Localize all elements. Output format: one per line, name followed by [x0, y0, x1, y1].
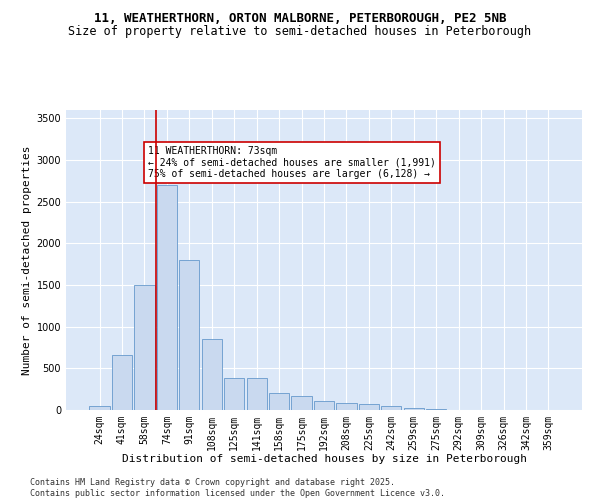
Bar [314, 401, 334, 410]
Text: Size of property relative to semi-detached houses in Peterborough: Size of property relative to semi-detach… [68, 25, 532, 38]
Bar [269, 394, 289, 410]
Text: 11, WEATHERTHORN, ORTON MALBORNE, PETERBOROUGH, PE2 5NB: 11, WEATHERTHORN, ORTON MALBORNE, PETERB… [94, 12, 506, 26]
Bar [224, 378, 244, 410]
Bar [292, 396, 311, 410]
Bar [89, 406, 110, 410]
Bar [337, 404, 356, 410]
Text: Contains HM Land Registry data © Crown copyright and database right 2025.
Contai: Contains HM Land Registry data © Crown c… [30, 478, 445, 498]
Bar [179, 260, 199, 410]
Bar [157, 185, 177, 410]
Bar [202, 339, 222, 410]
Bar [247, 378, 267, 410]
Bar [381, 406, 401, 410]
Bar [359, 404, 379, 410]
X-axis label: Distribution of semi-detached houses by size in Peterborough: Distribution of semi-detached houses by … [121, 454, 527, 464]
Bar [426, 409, 446, 410]
Text: 11 WEATHERTHORN: 73sqm
← 24% of semi-detached houses are smaller (1,991)
75% of : 11 WEATHERTHORN: 73sqm ← 24% of semi-det… [148, 146, 436, 179]
Y-axis label: Number of semi-detached properties: Number of semi-detached properties [22, 145, 32, 375]
Bar [404, 408, 424, 410]
Bar [112, 355, 132, 410]
Bar [134, 285, 155, 410]
